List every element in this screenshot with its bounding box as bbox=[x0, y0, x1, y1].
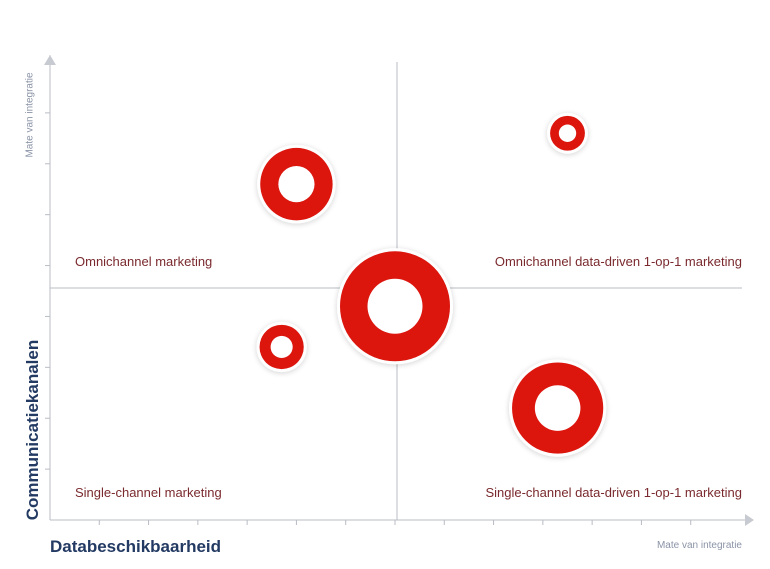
x-axis-arrow bbox=[745, 514, 754, 526]
bubble-hole bbox=[367, 278, 423, 334]
bubble-3 bbox=[337, 248, 453, 365]
x-axis-note: Mate van integratie bbox=[656, 540, 742, 551]
x-axis-title: Databeschikbaarheid bbox=[50, 537, 222, 556]
bubble-hole bbox=[270, 335, 293, 359]
quadrant-label-top-left: Omnichannel marketing bbox=[75, 254, 213, 269]
bubble-hole bbox=[278, 166, 315, 203]
quadrant-label-bottom-right: Single-channel data-driven 1-op-1 market… bbox=[485, 485, 742, 500]
bubble-hole bbox=[558, 124, 577, 142]
bubble-5 bbox=[509, 359, 607, 457]
y-axis-note: Mate van integratie bbox=[24, 72, 36, 158]
quadrant-label-bottom-left: Single-channel marketing bbox=[75, 485, 222, 500]
bubbles bbox=[256, 112, 607, 457]
y-axis-arrow bbox=[44, 55, 56, 65]
bubble-1 bbox=[257, 144, 336, 224]
bubble-hole bbox=[534, 385, 581, 431]
quadrant-label-top-right: Omnichannel data-driven 1-op-1 marketing bbox=[494, 254, 742, 269]
bubble-2 bbox=[547, 112, 588, 154]
y-axis-title: Communicatiekanalen bbox=[23, 339, 42, 521]
bubble-4 bbox=[256, 321, 307, 373]
